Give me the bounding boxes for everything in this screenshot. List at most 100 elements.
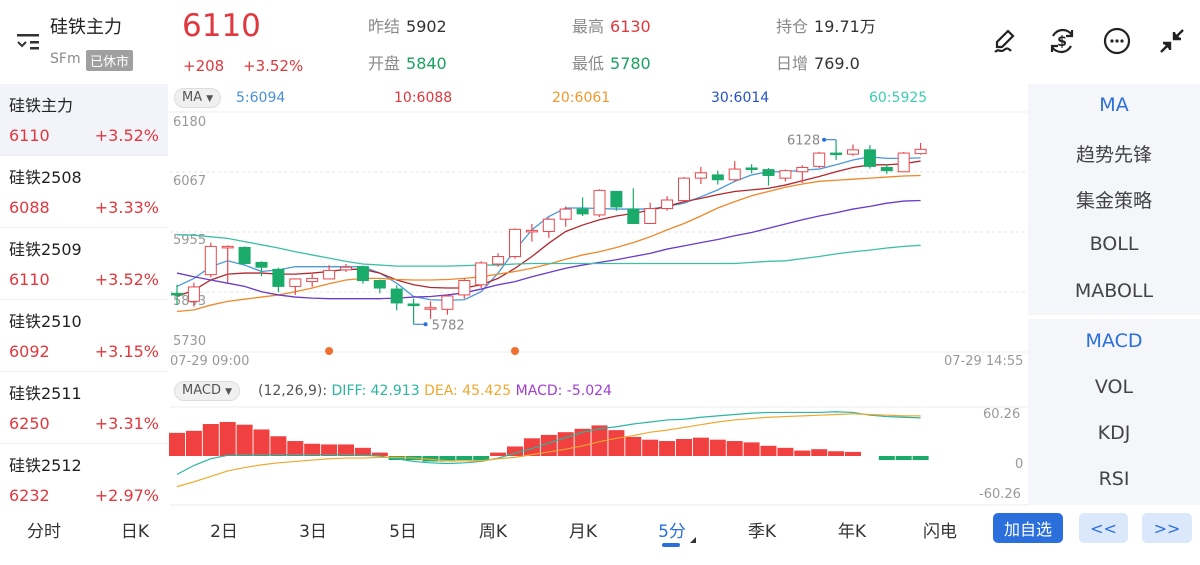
contract-pct: +3.52% xyxy=(94,126,159,145)
menu-icon[interactable] xyxy=(16,32,42,54)
candle-down xyxy=(627,208,640,224)
dea-value: DEA: 45.425 xyxy=(424,383,512,399)
candle-down xyxy=(255,261,268,268)
ma30-line xyxy=(176,199,921,300)
indicator-macd[interactable]: MACD xyxy=(1085,330,1143,352)
indicator-maboll[interactable]: MABOLL xyxy=(1074,280,1154,302)
macd-bar-positive xyxy=(659,441,676,456)
price-change: +208 xyxy=(183,57,225,75)
macd-bar-negative xyxy=(473,456,490,460)
ma30-value: 30:6014 xyxy=(711,90,770,106)
more-icon[interactable] xyxy=(1100,24,1134,58)
tab-3day[interactable]: 3日 xyxy=(299,522,327,542)
candle-up xyxy=(897,152,910,173)
max-marker-dot xyxy=(822,137,827,142)
contract-name: 硅铁2510 xyxy=(9,312,82,331)
contract-price: 6088 xyxy=(9,198,50,217)
contract-item[interactable]: 硅铁2511 6250 +3.31% xyxy=(0,372,168,444)
candle-up xyxy=(424,307,437,310)
contract-item[interactable]: 硅铁2512 6232 +2.97% xyxy=(0,444,168,505)
macd-bar-positive xyxy=(354,447,371,456)
macd-selector-label: MACD xyxy=(182,383,221,398)
tab-5day[interactable]: 5日 xyxy=(389,522,417,542)
tab-monthly-k[interactable]: 月K xyxy=(568,522,598,542)
contract-item[interactable]: 硅铁2510 6092 +3.15% xyxy=(0,300,168,372)
collapse-icon[interactable] xyxy=(1155,24,1189,58)
indicator-trend-pioneer[interactable]: 趋势先锋 xyxy=(1075,144,1152,166)
candle-up xyxy=(914,148,927,155)
stat-label: 持仓 xyxy=(776,17,809,36)
add-watchlist-button[interactable]: 加自选 xyxy=(993,513,1063,543)
ma60-value: 60:5925 xyxy=(869,90,928,106)
macd-bar-positive xyxy=(236,424,253,456)
candle-up xyxy=(221,245,234,249)
candle-down xyxy=(880,166,893,172)
contract-name: 硅铁2511 xyxy=(9,384,82,403)
macd-bar-positive xyxy=(642,439,659,456)
macd-bar-positive xyxy=(709,439,726,456)
candle-down xyxy=(762,169,775,176)
tab-intraday[interactable]: 分时 xyxy=(27,522,61,542)
tab-flash[interactable]: 闪电 xyxy=(923,522,957,542)
macd-bar-positive xyxy=(219,421,236,456)
tab-daily-k[interactable]: 日K xyxy=(120,522,150,542)
indicator-kdj[interactable]: KDJ xyxy=(1097,422,1131,444)
x-start-label: 07-29 09:00 xyxy=(170,354,250,369)
candle-up xyxy=(661,199,674,210)
candle-up xyxy=(796,166,809,173)
prev-button[interactable]: << xyxy=(1079,513,1128,543)
indicator-ma[interactable]: MA xyxy=(1099,94,1129,116)
ma-selector[interactable]: MA ▼ xyxy=(174,88,222,108)
macd-bar-negative xyxy=(388,456,405,460)
macd-y-tick: 0 xyxy=(1015,457,1024,472)
candle-down xyxy=(390,288,403,304)
x-end-label: 07-29 14:55 xyxy=(944,354,1024,369)
y-tick: 5730 xyxy=(173,334,207,349)
indicator-boll[interactable]: BOLL xyxy=(1089,233,1139,255)
macd-bar-positive xyxy=(185,430,202,456)
macd-bar-positive xyxy=(794,450,811,456)
macd-bar-positive xyxy=(270,436,287,456)
candle-down xyxy=(171,292,183,296)
candle-down xyxy=(863,149,876,167)
next-button[interactable]: >> xyxy=(1142,513,1192,543)
ma20-value: 20:6061 xyxy=(552,90,611,106)
macd-bar-negative xyxy=(912,456,929,460)
contract-item[interactable]: 硅铁2508 6088 +3.33% xyxy=(0,156,168,228)
min-marker-dot xyxy=(423,322,428,327)
macd-selector[interactable]: MACD ▼ xyxy=(174,381,241,401)
candle-down xyxy=(610,190,623,208)
stat-open-interest: 持仓 19.71万 xyxy=(776,13,876,37)
macd-bar-positive xyxy=(845,451,861,456)
status-badge: 已休市 xyxy=(86,50,134,71)
macd-bar-positive xyxy=(304,443,321,456)
diff-line xyxy=(176,411,921,475)
contract-name: 硅铁2508 xyxy=(9,168,82,187)
contract-item[interactable]: 硅铁2509 6110 +3.52% xyxy=(0,228,168,300)
macd-bar-positive xyxy=(574,428,591,456)
tab-weekly-k[interactable]: 周K xyxy=(478,522,508,542)
candle-up xyxy=(289,278,302,287)
stat-open: 开盘 5840 xyxy=(368,50,447,74)
tab-5min[interactable]: 5分 xyxy=(658,522,686,542)
indicator-vol[interactable]: VOL xyxy=(1094,376,1134,398)
macd-bar-positive xyxy=(507,446,523,456)
indicator-gold-strategy[interactable]: 集金策略 xyxy=(1075,190,1152,212)
contract-item[interactable]: 硅铁主力 6110 +3.52% xyxy=(0,84,168,156)
macd-y-tick: 60.26 xyxy=(983,407,1021,422)
tab-yearly-k[interactable]: 年K xyxy=(837,522,867,542)
currency-exchange-icon[interactable]: $ xyxy=(1045,24,1079,58)
macd-bar-positive xyxy=(777,447,794,456)
event-marker-dot xyxy=(325,347,334,355)
tab-2day[interactable]: 2日 xyxy=(210,522,238,542)
tab-quarterly-k[interactable]: 季K xyxy=(747,522,777,542)
candle-up xyxy=(813,152,826,167)
indicator-rsi[interactable]: RSI xyxy=(1098,468,1130,490)
contract-name: 硅铁主力 xyxy=(9,96,74,115)
contract-price: 6232 xyxy=(9,486,50,505)
draw-pen-icon[interactable] xyxy=(988,24,1022,58)
contract-name: 硅铁2509 xyxy=(9,240,82,259)
macd-bar-negative xyxy=(422,456,439,462)
y-tick: 5955 xyxy=(173,233,207,248)
